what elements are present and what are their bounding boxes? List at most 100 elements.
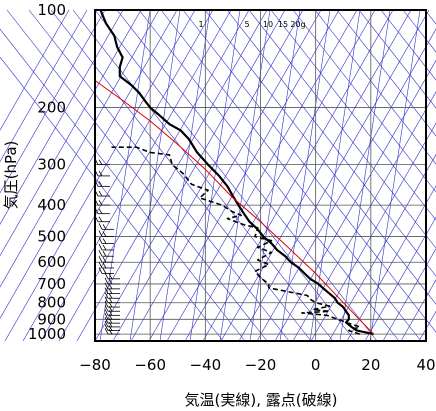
wind-barb-flag [108,273,113,280]
series-lines [94,9,374,336]
adiabat-line [50,9,312,342]
wind-barb [104,292,120,299]
y-tick-label: 500 [37,228,66,246]
adiabat-line [248,9,436,249]
wind-barb [98,243,114,251]
x-tick-label: −80 [79,356,111,374]
mixing-ratio-label: 5 [244,20,249,29]
wind-barb-flag [108,278,113,285]
wind-barb-flag [104,292,109,299]
wind-barb-flag [108,321,113,328]
wind-barb-flag [108,288,113,294]
wind-barb-flag [98,199,103,206]
moist-adiabat-line [309,9,361,342]
adiabat-line [226,9,436,277]
wind-barb-flag [98,250,103,257]
isotherm-line [0,9,142,257]
adiabat-line [380,9,436,81]
adiabat-line [6,9,268,342]
wind-barb [98,261,114,269]
wind-barb-flag [104,309,109,316]
wind-barb-flag [104,327,109,335]
background-lines [0,9,436,342]
adiabat-line [292,9,436,193]
y-tick-label: 600 [37,253,66,271]
y-tick-label: 400 [37,196,66,214]
wind-barb-flag [102,238,107,244]
isotherm-line [364,216,436,342]
moist-adiabat-line [339,9,391,342]
x-tick-labels: −80 −60 −40 −20 0 20 40 [79,356,435,374]
mixing-ratio-label: 20g [290,20,305,29]
moist-adiabat-line [189,9,241,342]
adiabat-line [72,9,334,342]
adiabat-line [402,9,436,53]
wind-barb-flag [104,296,109,303]
wind-barb-flag [102,224,107,230]
wind-barb-flag [102,268,107,274]
wind-barb-flag [104,320,109,328]
isotherm-line [148,9,340,342]
wind-barb-flag [102,262,107,269]
adiabat-line [138,9,400,342]
wind-barb-flag [104,324,109,331]
wind-barb-flag [98,159,103,165]
parcel-line [94,80,374,335]
x-axis-title: 気温(実線), 露点(破線) [185,391,338,409]
wind-barb [104,327,120,335]
adiabat-line [358,9,436,109]
dewpoint-line [111,146,361,335]
wind-barb-flag [104,287,109,294]
wind-barb-flag [98,208,103,214]
wind-barb-flag [108,293,113,299]
isotherm-line [0,9,88,163]
isotherm-line [0,9,178,319]
wind-barb-flag [104,305,109,312]
isotherm-line [4,9,196,342]
x-tick-label: −20 [245,356,277,374]
x-tick-label: 20 [361,356,380,374]
wind-barb-flag [98,261,103,269]
y-tick-label: 1000 [28,325,66,343]
wind-barb-flag [102,257,107,263]
wind-barb-flag [104,282,109,290]
wind-barb-flag [98,243,103,251]
mixing-ratio-label: 15 [278,20,288,29]
adiabat-line [28,9,290,342]
wind-barb-flag [108,328,113,335]
isotherm-line [0,9,160,288]
plot-frame [94,9,427,342]
isotherm-line [382,248,436,342]
wind-barb-flag [108,283,113,290]
mixing-ratio-label: 1 [198,20,203,29]
adiabat-line [116,9,378,342]
isotherm-line [0,9,106,194]
adiabat-line [0,56,224,342]
wind-barb [98,230,114,237]
wind-barb [98,256,114,263]
mixing-ratio-labels: 1 5 10 15 20g [198,20,305,29]
adiabat-line [314,9,436,165]
wind-barb-flag [98,223,103,230]
wind-barb-flag [98,190,103,197]
temperature-line [99,9,374,336]
isotherm-line [0,9,124,225]
isotherm-line [94,9,286,342]
isotherm-line [0,9,70,131]
wind-barb-flag [102,251,107,257]
x-tick-label: 0 [311,356,321,374]
isotherm-line [166,9,358,342]
wind-barb [94,215,110,223]
y-tick-label: 800 [37,294,66,312]
wind-barb [98,250,114,257]
moist-adiabat-line [129,9,181,342]
y-tick-label: 100 [37,1,66,19]
isotherm-line [256,28,436,342]
wind-barbs [94,158,120,335]
isotherm-line [22,9,214,342]
x-tick-label: 40 [416,356,435,374]
wind-barb [104,324,120,331]
y-tick-label: 700 [37,275,66,293]
isotherm-line [418,310,436,342]
